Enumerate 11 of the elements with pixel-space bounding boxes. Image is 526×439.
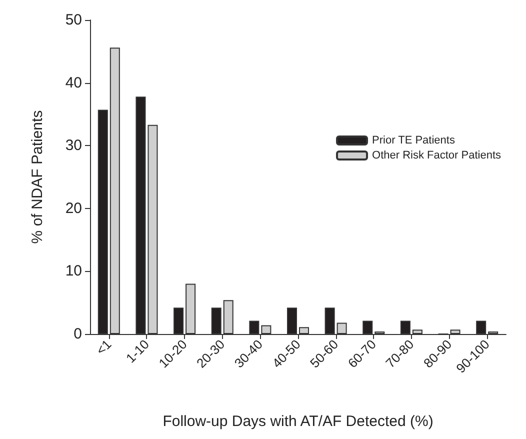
y-tick-label: 20 xyxy=(65,200,82,217)
y-axis-title: % of NDAF Patients xyxy=(29,110,46,244)
y-tick-label: 30 xyxy=(65,137,82,154)
legend-label: Other Risk Factor Patients xyxy=(372,150,502,162)
y-tick-label: 10 xyxy=(65,262,82,280)
x-axis-title: Follow-up Days with AT/AF Detected (%) xyxy=(162,413,434,430)
y-tick-label: 40 xyxy=(65,74,82,92)
y-tick-label: 50 xyxy=(65,12,82,28)
y-tick-label: 0 xyxy=(74,326,82,342)
x-tick-label: <1 xyxy=(93,336,114,358)
legend-label: Prior TE Patients xyxy=(372,134,456,146)
